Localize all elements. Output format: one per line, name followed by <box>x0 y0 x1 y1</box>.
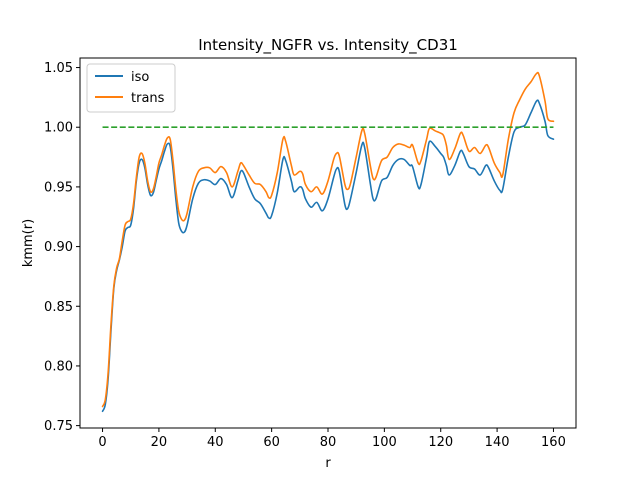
x-tick-label: 40 <box>207 435 224 450</box>
x-tick-label: 160 <box>541 435 566 450</box>
y-tick-label: 1.05 <box>44 61 73 76</box>
y-axis-ticks: 0.75 0.80 0.85 0.90 0.95 1.00 1.05 <box>44 61 80 434</box>
x-tick-label: 140 <box>485 435 510 450</box>
series-line-iso <box>101 99 555 413</box>
y-tick-label: 0.75 <box>44 419 73 434</box>
legend-label-iso: iso <box>131 70 149 85</box>
legend: iso trans <box>86 63 176 113</box>
legend-label-trans: trans <box>131 91 165 106</box>
x-tick-label: 120 <box>428 435 453 450</box>
y-tick-label: 0.90 <box>44 240 73 255</box>
y-tick-label: 0.95 <box>44 180 73 195</box>
x-axis-ticks: 0 20 40 60 80 100 120 140 160 <box>98 428 566 450</box>
plot-series <box>101 71 555 413</box>
chart-title: Intensity_NGFR vs. Intensity_CD31 <box>198 36 458 55</box>
y-tick-label: 0.80 <box>44 359 73 374</box>
x-tick-label: 20 <box>151 435 168 450</box>
x-tick-label: 80 <box>320 435 337 450</box>
series-line-trans <box>101 71 555 408</box>
x-tick-label: 60 <box>263 435 280 450</box>
y-tick-label: 1.00 <box>44 121 73 136</box>
x-axis-label: r <box>325 456 331 471</box>
y-axis-label: kmm(r) <box>21 219 36 267</box>
y-tick-label: 0.85 <box>44 300 73 315</box>
x-tick-label: 100 <box>372 435 397 450</box>
x-tick-label: 0 <box>98 435 106 450</box>
